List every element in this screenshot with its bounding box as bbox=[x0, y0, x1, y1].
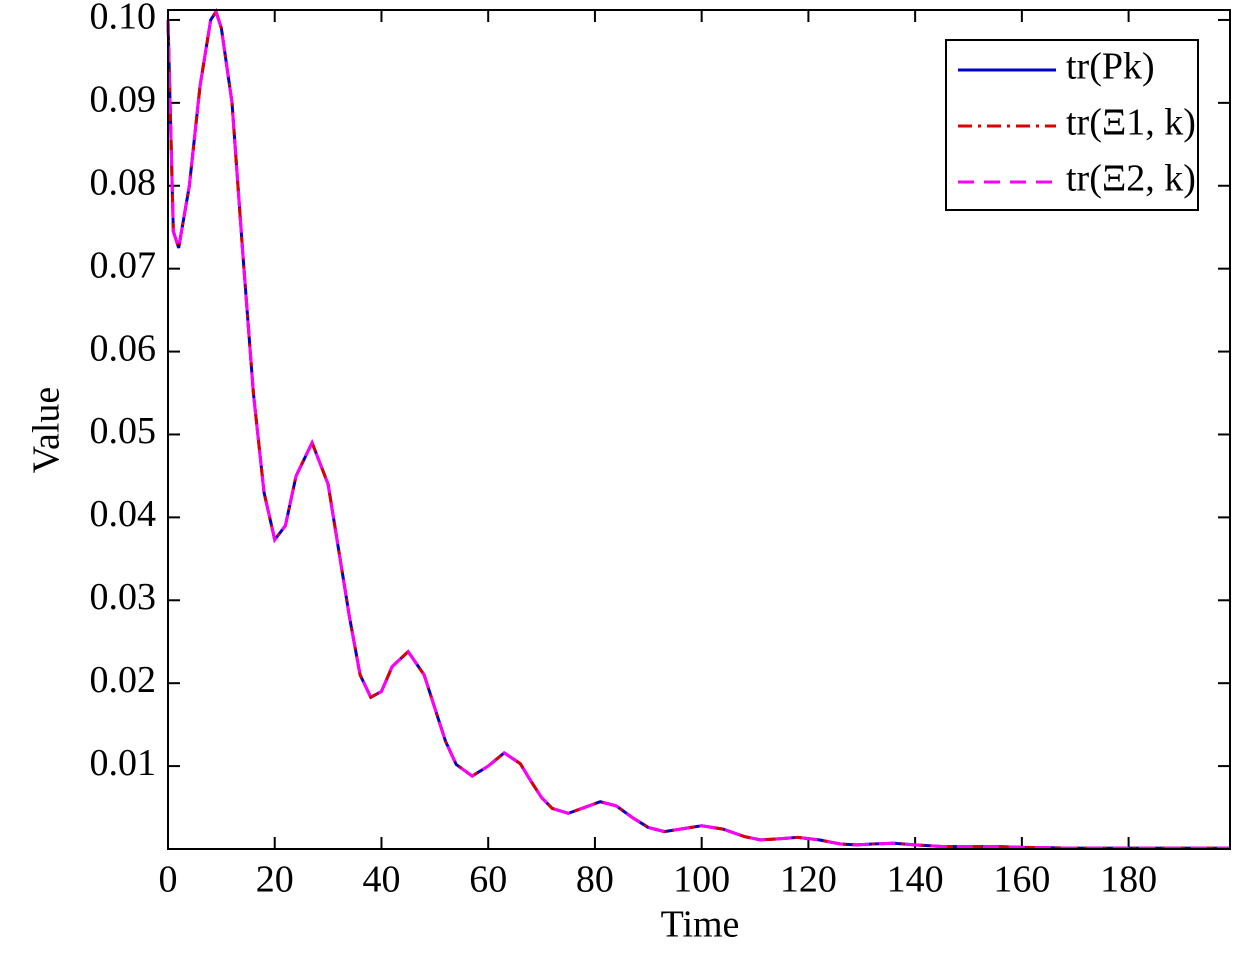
y-tick-label: 0.08 bbox=[90, 161, 157, 203]
x-tick-label: 180 bbox=[1100, 859, 1157, 901]
x-tick-label: 0 bbox=[159, 859, 178, 901]
legend-label: tr(Ξ1, k) bbox=[1066, 102, 1196, 144]
legend-label: tr(Ξ2, k) bbox=[1066, 158, 1196, 200]
x-tick-label: 60 bbox=[469, 859, 507, 901]
x-tick-label: 40 bbox=[362, 859, 400, 901]
y-tick-label: 0.07 bbox=[90, 244, 157, 286]
series-line bbox=[166, 8, 1230, 850]
y-tick-label: 0.01 bbox=[90, 742, 157, 784]
y-tick-label: 0.06 bbox=[90, 327, 157, 369]
plot-frame bbox=[167, 9, 1231, 850]
y-axis-label: Value bbox=[26, 387, 68, 474]
x-tick-label: 20 bbox=[256, 859, 294, 901]
x-tick-label: 140 bbox=[887, 859, 944, 901]
x-tick-label: 80 bbox=[576, 859, 614, 901]
legend-label: tr(Pk) bbox=[1066, 46, 1155, 88]
series-line bbox=[166, 8, 1230, 850]
legend: tr(Pk) tr(Ξ1, k) tr(Ξ2, k) bbox=[945, 39, 1199, 211]
x-tick-label: 120 bbox=[780, 859, 837, 901]
y-tick-label: 0.10 bbox=[90, 0, 157, 38]
x-tick-label: 160 bbox=[993, 859, 1050, 901]
y-tick-label: 0.03 bbox=[90, 576, 157, 618]
x-tick-label: 100 bbox=[673, 859, 730, 901]
y-tick-label: 0.09 bbox=[90, 79, 157, 121]
y-tick-label: 0.04 bbox=[90, 493, 157, 535]
x-axis-label: Time bbox=[661, 904, 740, 946]
y-tick-label: 0.05 bbox=[90, 410, 157, 452]
y-tick-label: 0.02 bbox=[90, 659, 157, 701]
